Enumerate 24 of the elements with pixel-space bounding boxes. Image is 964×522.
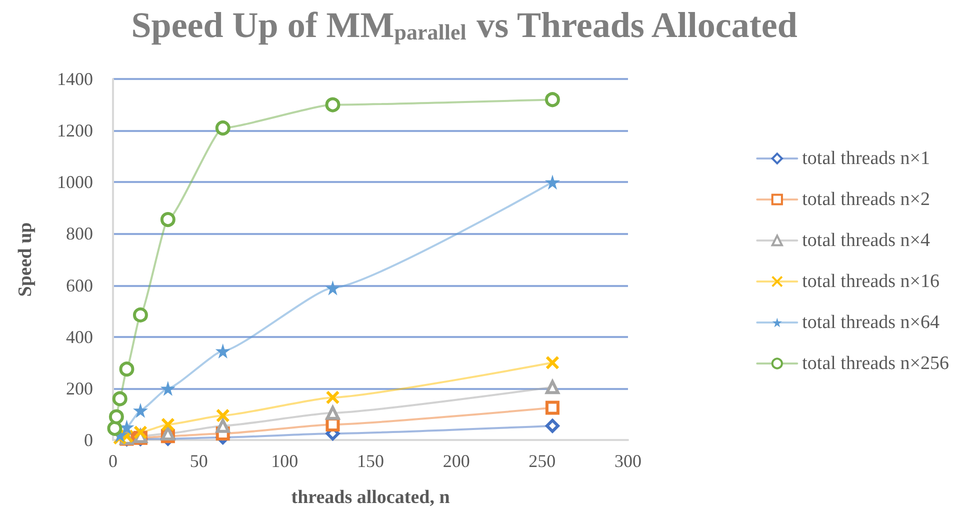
legend-label: total threads n×2: [802, 189, 930, 210]
y-tick-label: 200: [66, 378, 93, 398]
y-axis-title: Speed up: [15, 222, 36, 297]
chart-title: Speed Up of MMparallel vs Threads Allocated: [131, 5, 798, 45]
y-tick-label: 1000: [57, 172, 93, 192]
x-axis-title: threads allocated, n: [291, 487, 450, 508]
x-tick-label: 50: [190, 451, 208, 471]
legend-label: total threads n×256: [802, 353, 950, 374]
legend-label: total threads n×1: [802, 148, 930, 169]
y-tick-label: 1200: [57, 120, 93, 141]
x-tick-label: 250: [528, 451, 556, 471]
x-tick-label: 300: [614, 451, 642, 471]
x-tick-label: 100: [271, 451, 298, 471]
y-tick-label: 0: [84, 430, 93, 450]
y-tick-label: 1400: [57, 69, 93, 89]
x-tick-label: 150: [357, 451, 384, 471]
legend-label: total threads n×16: [802, 271, 940, 292]
x-tick-label: 0: [108, 451, 118, 471]
x-tick-label: 200: [442, 451, 470, 471]
legend-label: total threads n×4: [802, 230, 930, 251]
legend-label: total threads n×64: [802, 312, 940, 333]
y-tick-label: 400: [66, 326, 93, 347]
y-tick-label: 800: [66, 224, 93, 244]
y-tick-label: 600: [66, 275, 93, 296]
